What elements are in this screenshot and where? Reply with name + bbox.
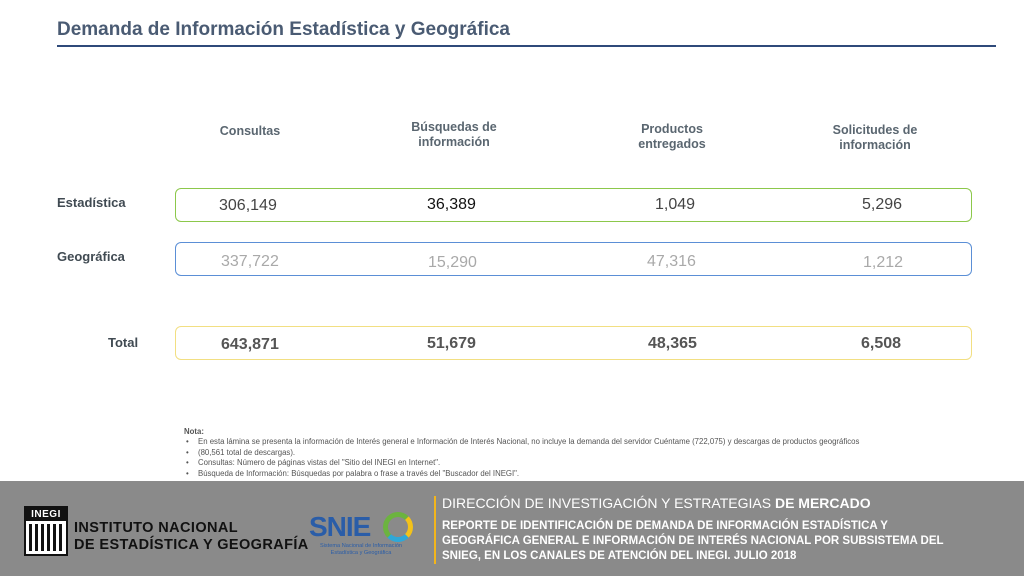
- column-header-line: Productos: [641, 122, 703, 136]
- cell-total-solicitudes: 6,508: [861, 335, 902, 352]
- cell-total-consultas: 643,871: [221, 336, 279, 353]
- footer-report-title: REPORTE DE IDENTIFICACIÓN DE DEMANDA DE …: [442, 519, 1012, 564]
- row-label-geografica: Geográfica: [57, 249, 125, 264]
- cell-geografica-busquedas: 15,290: [428, 254, 477, 271]
- column-header-productos: Productos entregados: [617, 122, 727, 152]
- inegi-logo-text: INEGI: [26, 508, 66, 521]
- row-label-total: Total: [108, 335, 139, 350]
- cell-total-busquedas: 51,679: [427, 335, 476, 352]
- column-header-line: Búsquedas de: [411, 120, 497, 134]
- column-header-line: información: [418, 135, 490, 149]
- footer-band: [0, 481, 1024, 576]
- cell-estadistica-productos: 1,049: [655, 196, 696, 213]
- snieg-logo-ring-icon: [383, 512, 413, 542]
- footer-report-line: SNIEG, EN LOS CANALES DE ATENCIÓN DEL IN…: [442, 550, 797, 562]
- cell-estadistica-consultas: 306,149: [219, 197, 277, 214]
- column-header-line: entregados: [638, 137, 706, 151]
- cell-total-productos: 48,365: [648, 335, 697, 352]
- cell-estadistica-busquedas: 36,389: [427, 196, 476, 213]
- footnote-item: (80,561 total de descargas).: [184, 448, 964, 459]
- snieg-subtitle-line: Estadística y Geográfica: [330, 550, 392, 556]
- inegi-logo-bars: [29, 524, 63, 551]
- footnote-heading: Nota:: [184, 427, 204, 436]
- footnote-item: En esta lámina se presenta la informació…: [184, 437, 964, 448]
- footer-heading: DIRECCIÓN DE INVESTIGACIÓN Y ESTRATEGIAS…: [442, 495, 871, 511]
- footer-heading-main: DIRECCIÓN DE INVESTIGACIÓN Y ESTRATEGIAS: [442, 495, 772, 511]
- row-box-total: [175, 326, 972, 360]
- title-rule: [57, 45, 996, 47]
- footnote: Nota: En esta lámina se presenta la info…: [184, 427, 964, 479]
- footer-report-line: GEOGRÁFICA GENERAL E INFORMACIÓN DE INTE…: [442, 535, 944, 547]
- footer-report-line: REPORTE DE IDENTIFICACIÓN DE DEMANDA DE …: [442, 520, 888, 532]
- row-box-estadistica: [175, 188, 972, 222]
- footnote-item: Búsqueda de Información: Búsquedas por p…: [184, 469, 964, 480]
- footer-heading-bold: DE MERCADO: [771, 495, 871, 511]
- footer-divider: [434, 496, 436, 564]
- column-header-line: Solicitudes de: [832, 123, 918, 137]
- footnote-item: Consultas: Número de páginas vistas del …: [184, 458, 964, 469]
- snieg-subtitle-line: Sistema Nacional de Información: [319, 543, 403, 549]
- cell-estadistica-solicitudes: 5,296: [862, 196, 903, 213]
- page-title: Demanda de Información Estadística y Geo…: [57, 19, 510, 40]
- inegi-name: INSTITUTO NACIONAL DE ESTADÍSTICA Y GEOG…: [74, 520, 309, 554]
- column-header-solicitudes: Solicitudes de información: [815, 123, 935, 153]
- cell-geografica-productos: 47,316: [647, 253, 696, 270]
- row-label-estadistica: Estadística: [57, 195, 126, 210]
- column-header-line: información: [839, 138, 911, 152]
- snieg-logo-text: SNIE: [309, 511, 371, 542]
- cell-geografica-solicitudes: 1,212: [863, 254, 904, 271]
- inegi-name-line: DE ESTADÍSTICA Y GEOGRAFÍA: [74, 537, 309, 553]
- cell-geografica-consultas: 337,722: [221, 253, 279, 270]
- row-box-geografica: [175, 242, 972, 276]
- snieg-logo-subtitle: Sistema Nacional de Información Estadíst…: [305, 543, 417, 557]
- column-header-consultas: Consultas: [200, 124, 300, 139]
- column-header-busquedas: Búsquedas de información: [399, 120, 509, 150]
- inegi-name-line: INSTITUTO NACIONAL: [74, 520, 239, 536]
- column-header-line: Consultas: [219, 124, 281, 138]
- inegi-logo-icon: INEGI: [24, 506, 68, 556]
